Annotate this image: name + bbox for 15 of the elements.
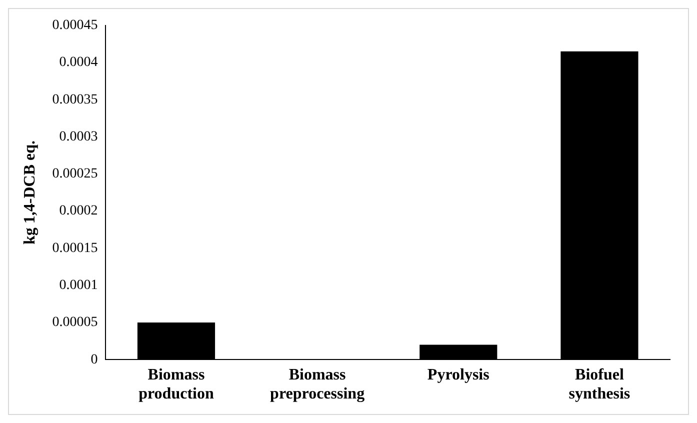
y-tick-label: 0.00045 (52, 18, 98, 34)
y-tick-label: 0 (90, 352, 98, 368)
x-tick-label: Pyrolysis (427, 366, 490, 384)
y-tick-label: 0.0002 (59, 204, 98, 219)
y-tick-label: 0.0004 (59, 55, 98, 70)
x-tick-label: Biomass preprocessing (270, 366, 365, 403)
y-tick-label: 0.00025 (52, 166, 98, 182)
y-axis-title: kg 1,4-DCB eq. (22, 140, 39, 245)
y-tick-label: 0.00005 (52, 315, 98, 330)
y-tick-label: 0.0003 (59, 129, 98, 144)
y-tick-label: 0.0001 (59, 278, 98, 294)
x-tick-label: Biofuel synthesis (568, 366, 630, 403)
y-tick-label: 0.00035 (52, 92, 98, 108)
y-tick-label: 0.00015 (52, 240, 98, 256)
x-tick-label: Biomass production (138, 366, 214, 403)
